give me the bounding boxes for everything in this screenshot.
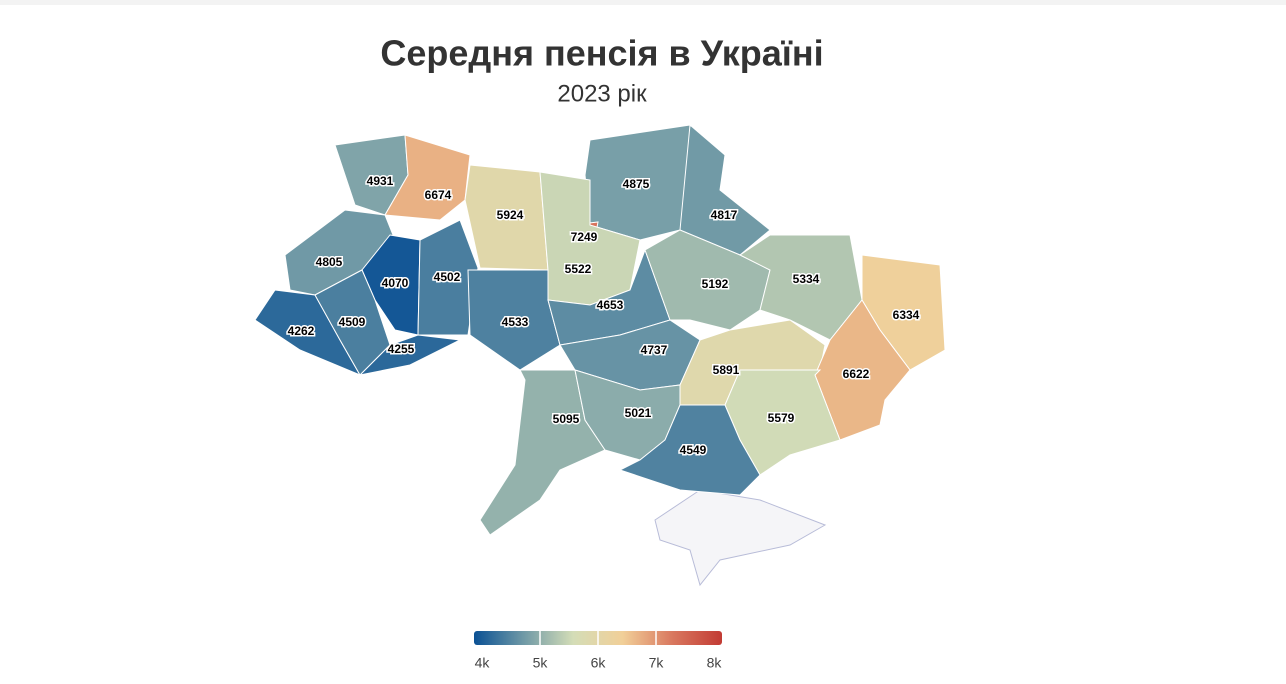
region-label: 4255 bbox=[388, 342, 415, 356]
regions bbox=[254, 123, 946, 536]
region-label: 5522 bbox=[565, 262, 592, 276]
region bbox=[384, 134, 471, 221]
region-label: 6622 bbox=[843, 367, 870, 381]
top-strip bbox=[0, 0, 1286, 5]
colorbar: 4k 5k 6k 7k 8k bbox=[474, 631, 722, 671]
region-label: 4931 bbox=[367, 174, 394, 188]
region-label: 4502 bbox=[434, 270, 461, 284]
labels: 4931 6674 5924 4875 7249 5522 4817 4805 4070 4502… bbox=[286, 173, 921, 459]
region bbox=[618, 404, 761, 496]
region-label: 4817 bbox=[711, 208, 738, 222]
colorbar-tick-label: 7k bbox=[649, 655, 665, 671]
region-label: 4262 bbox=[288, 324, 315, 338]
region-label: 6674 bbox=[425, 188, 452, 202]
colorbar-tick-label: 6k bbox=[591, 655, 607, 671]
region-label: 4737 bbox=[641, 343, 668, 357]
chart-title: Середня пенсія в Україні bbox=[380, 33, 823, 74]
colorbar-tick-label: 5k bbox=[533, 655, 549, 671]
colorbar-tick-label: 4k bbox=[475, 655, 491, 671]
region-label: 7249 bbox=[571, 230, 598, 244]
region-label: 4509 bbox=[339, 315, 366, 329]
region-label: 5192 bbox=[702, 277, 729, 291]
chart-subtitle: 2023 рік bbox=[557, 80, 647, 107]
region-label: 5095 bbox=[553, 412, 580, 426]
region bbox=[464, 164, 549, 271]
region-label: 5021 bbox=[625, 406, 652, 420]
region-label: 6334 bbox=[893, 308, 920, 322]
region-label: 4653 bbox=[597, 298, 624, 312]
region-label: 4875 bbox=[623, 177, 650, 191]
colorbar-tick-label: 8k bbox=[707, 655, 723, 671]
region-label: 4805 bbox=[316, 255, 343, 269]
region-label: 4070 bbox=[382, 276, 409, 290]
region-label: 5891 bbox=[713, 363, 740, 377]
region-label: 5334 bbox=[793, 272, 820, 286]
region-label: 5924 bbox=[497, 208, 524, 222]
region-label: 4549 bbox=[680, 443, 707, 457]
region bbox=[358, 334, 462, 376]
no-data-region bbox=[654, 489, 827, 587]
region-label: 5579 bbox=[768, 411, 795, 425]
region-label: 4533 bbox=[502, 315, 529, 329]
